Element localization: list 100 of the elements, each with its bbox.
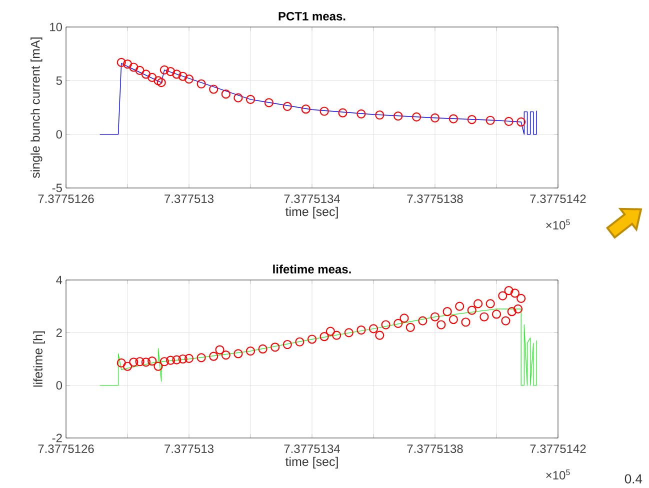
text: ×10$^{5}$ <box>546 470 570 480</box>
point <box>356 325 366 335</box>
point <box>448 314 458 324</box>
point <box>246 346 256 356</box>
point <box>368 324 378 334</box>
point <box>516 117 526 127</box>
point <box>148 72 157 82</box>
point <box>172 355 182 364</box>
x-tick-label: 7.3775138 <box>407 444 463 454</box>
point <box>448 114 458 124</box>
point <box>246 94 256 104</box>
point <box>467 306 476 315</box>
point <box>282 102 292 111</box>
chart-title: lifetime meas. <box>273 264 351 274</box>
point <box>116 358 126 368</box>
point <box>486 299 495 308</box>
point <box>326 326 335 336</box>
point <box>234 349 243 358</box>
point <box>129 358 138 367</box>
point <box>282 340 292 350</box>
point <box>467 114 476 124</box>
text: 0.4 <box>624 474 642 484</box>
x-tick-label: 7.3775134 <box>284 194 340 204</box>
x-tick-label: 7.3775138 <box>407 194 463 204</box>
point <box>307 334 317 344</box>
point <box>320 106 329 116</box>
line-series <box>99 63 537 135</box>
point <box>178 354 188 364</box>
x-tick-label: 7.377513 <box>164 444 214 454</box>
point <box>513 304 523 314</box>
point <box>430 113 440 122</box>
point <box>154 362 163 371</box>
point <box>356 109 366 118</box>
y-tick-label: 2 <box>56 328 62 337</box>
point <box>156 78 166 88</box>
x-axis-title: time [sec] <box>285 456 338 469</box>
point <box>510 288 520 298</box>
point <box>400 314 409 323</box>
point <box>172 70 182 79</box>
point <box>135 357 144 366</box>
point <box>141 358 151 367</box>
text: ×10$^{5}$ <box>546 220 570 230</box>
y-tick-label: 5 <box>56 76 62 85</box>
point <box>178 72 188 81</box>
point <box>221 90 230 99</box>
point <box>461 318 470 327</box>
point <box>338 108 348 118</box>
point <box>234 93 243 102</box>
point <box>122 362 132 371</box>
x-tick-label: 7.3775134 <box>284 444 340 454</box>
point <box>301 104 310 114</box>
point <box>375 330 384 340</box>
point <box>166 66 176 76</box>
x-tick-label: 7.3775142 <box>530 194 586 204</box>
point <box>215 345 224 354</box>
x-tick-label: 7.377513 <box>164 194 214 204</box>
point <box>209 352 218 361</box>
point <box>160 357 169 366</box>
point <box>442 307 452 316</box>
point <box>516 294 526 303</box>
point <box>160 65 169 74</box>
point <box>504 286 514 296</box>
y-tick-label: 4 <box>56 276 62 284</box>
point <box>129 62 138 72</box>
point <box>154 76 163 86</box>
point <box>455 302 464 311</box>
point <box>166 356 176 365</box>
point <box>196 353 206 362</box>
point <box>418 316 428 326</box>
point <box>135 66 144 76</box>
point <box>486 116 495 125</box>
y-tick-label: 0 <box>56 381 62 390</box>
point <box>430 312 440 322</box>
x-tick-label: 7.3775126 <box>38 444 94 454</box>
line-series <box>99 308 537 386</box>
point <box>332 330 342 340</box>
point <box>501 316 510 326</box>
point <box>209 84 218 94</box>
point <box>148 356 157 366</box>
point <box>270 342 280 352</box>
point <box>480 312 489 322</box>
point <box>504 116 514 126</box>
point <box>344 328 354 338</box>
x-axis-title: time [sec] <box>285 206 338 219</box>
y-tick-label: -5 <box>52 184 62 192</box>
point <box>406 322 415 332</box>
point <box>474 299 483 308</box>
point <box>258 344 268 354</box>
point <box>394 318 403 328</box>
point <box>412 112 422 122</box>
y-tick-label: 10 <box>50 22 62 32</box>
point <box>184 74 194 84</box>
point <box>295 337 304 346</box>
point <box>116 58 126 67</box>
chart-title: PCT1 meas. <box>278 12 346 20</box>
point <box>122 59 132 69</box>
point <box>507 307 516 316</box>
x-tick-label: 7.3775142 <box>530 444 586 454</box>
y-tick-label: 0 <box>56 130 62 139</box>
point <box>492 310 502 319</box>
